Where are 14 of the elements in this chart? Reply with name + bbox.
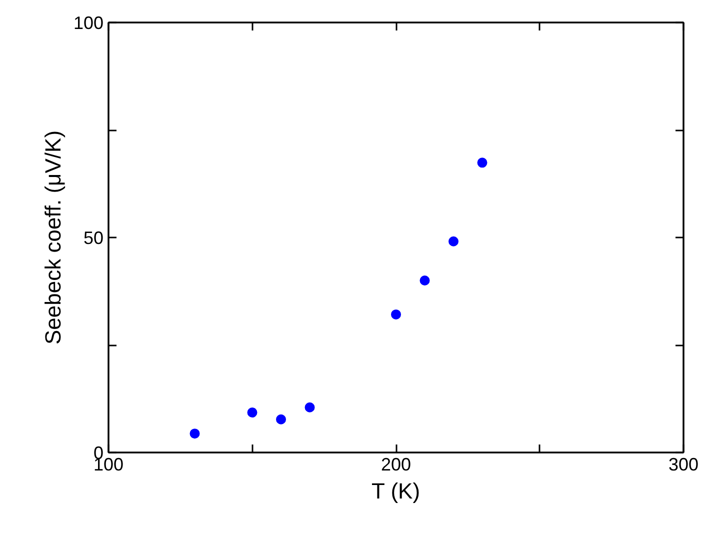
point xyxy=(391,309,401,320)
point xyxy=(448,236,458,246)
y-tick-label: 100 xyxy=(73,13,104,33)
y-tick-label: 50 xyxy=(83,228,104,248)
point xyxy=(276,414,286,424)
point xyxy=(190,428,200,439)
point xyxy=(477,158,488,168)
x-tick-label: 300 xyxy=(668,454,699,474)
x-tick-label: 200 xyxy=(380,454,412,474)
point xyxy=(304,402,315,412)
y-axis-title: Seebeck coeff. (μV/K) xyxy=(40,130,66,345)
point xyxy=(420,276,430,286)
x-axis-title: T (K) xyxy=(372,478,420,504)
point xyxy=(247,408,258,418)
